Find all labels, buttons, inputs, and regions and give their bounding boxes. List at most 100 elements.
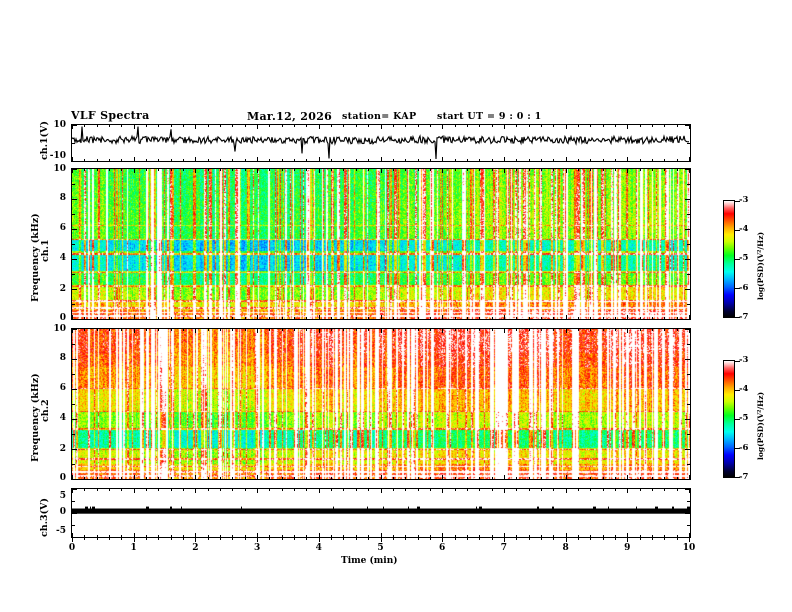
ch1-trace-path <box>72 126 690 160</box>
ch2-colorbar-tick-n5: -5 <box>739 413 749 423</box>
panel-tick <box>343 125 345 127</box>
x-minor-tick <box>232 538 234 540</box>
panel-tick <box>158 159 160 161</box>
panel-tick <box>528 169 530 171</box>
panel-tick <box>689 329 690 333</box>
panel-tick <box>109 477 111 479</box>
panel-tick <box>442 475 444 479</box>
panel-tick <box>429 159 431 161</box>
x-minor-tick <box>429 538 431 540</box>
panel-tick <box>72 157 73 161</box>
panel-tick <box>121 159 123 161</box>
panel-tick <box>355 159 357 161</box>
x-minor-tick <box>392 538 394 540</box>
x-minor-tick <box>540 538 542 540</box>
panel-tick <box>651 477 653 479</box>
panel-tick <box>503 315 505 319</box>
panel-tick <box>146 125 148 127</box>
panel-tick <box>614 317 616 319</box>
panel-tick <box>84 535 86 537</box>
x-major-tick <box>195 538 197 542</box>
x-major-tick <box>72 538 73 542</box>
ch3-spike <box>593 506 596 509</box>
panel-tick <box>331 489 333 491</box>
panel-tick <box>133 489 135 493</box>
panel-ytick <box>72 169 77 170</box>
panel-tick <box>269 489 271 491</box>
panel-ytick <box>685 229 690 230</box>
panel-tick <box>355 477 357 479</box>
ch2-spec-ytick-0: 0 <box>59 473 66 483</box>
panel-tick <box>207 535 209 537</box>
panel-tick <box>491 329 493 331</box>
panel-tick <box>281 317 283 319</box>
panel-tick <box>72 329 73 333</box>
panel-tick <box>318 489 320 493</box>
panel-tick <box>306 535 308 537</box>
panel-tick <box>368 169 370 171</box>
panel-ytick <box>72 489 77 490</box>
panel-tick <box>417 477 419 479</box>
panel-tick <box>516 329 518 331</box>
ch2-colorbar-tick-n6: -6 <box>739 443 749 453</box>
panel-tick <box>516 477 518 479</box>
panel-tick <box>170 535 172 537</box>
panel-tick <box>614 489 616 491</box>
x-major-tick <box>503 538 505 542</box>
x-minor-tick <box>207 538 209 540</box>
panel-tick <box>195 489 197 493</box>
panel-tick <box>96 159 98 161</box>
panel-tick <box>121 317 123 319</box>
ch1-spec-ytick-10: 10 <box>53 164 66 174</box>
panel-tick <box>689 169 690 173</box>
panel-tick <box>577 489 579 491</box>
panel-tick <box>207 125 209 127</box>
ch1-spec-ytick-2: 2 <box>59 284 66 294</box>
panel-tick <box>158 317 160 319</box>
panel-tick <box>528 329 530 331</box>
panel-tick <box>503 157 505 161</box>
panel-tick <box>614 535 616 537</box>
x-minor-tick <box>281 538 283 540</box>
panel-tick <box>318 475 320 479</box>
panel-tick <box>318 315 320 319</box>
panel-tick <box>220 317 222 319</box>
panel-tick <box>331 477 333 479</box>
ch3-spike <box>655 506 658 509</box>
panel-ytick <box>72 184 75 185</box>
panel-tick <box>442 169 444 173</box>
x-major-tick <box>257 538 259 542</box>
panel-tick <box>244 169 246 171</box>
panel-ytick <box>72 244 75 245</box>
panel-ytick <box>72 513 77 514</box>
panel-tick <box>96 317 98 319</box>
panel-tick <box>491 125 493 127</box>
panel-tick <box>84 125 86 127</box>
panel-tick <box>454 317 456 319</box>
panel-tick <box>442 125 444 129</box>
colorbar-tick <box>735 317 740 318</box>
panel-tick <box>590 317 592 319</box>
panel-ytick <box>685 479 690 480</box>
panel-ytick <box>72 464 75 465</box>
panel-tick <box>577 159 579 161</box>
panel-tick <box>651 159 653 161</box>
ch3-spike <box>479 506 482 509</box>
panel-tick <box>133 533 135 537</box>
panel-tick <box>158 329 160 331</box>
panel-tick <box>84 329 86 331</box>
panel-tick <box>602 329 604 331</box>
panel-tick <box>306 489 308 491</box>
panel-tick <box>109 317 111 319</box>
panel-tick <box>689 125 690 129</box>
panel-tick <box>664 125 666 127</box>
panel-tick <box>368 535 370 537</box>
ch3-spike <box>552 506 554 509</box>
panel-tick <box>306 317 308 319</box>
panel-tick <box>405 125 407 127</box>
ch3-spike <box>537 506 539 509</box>
panel-tick <box>528 535 530 537</box>
panel-tick <box>392 125 394 127</box>
x-minor-tick <box>664 538 666 540</box>
panel-tick <box>676 169 678 171</box>
